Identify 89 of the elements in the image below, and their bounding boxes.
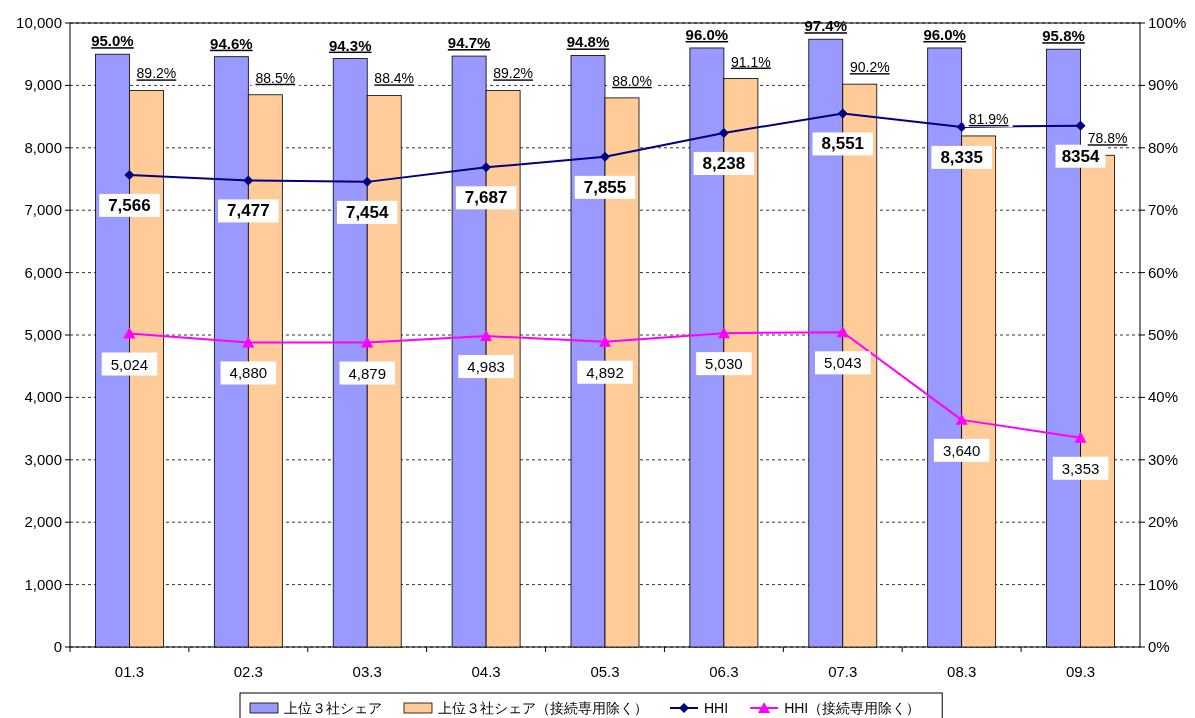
point — [717, 327, 730, 339]
y-tick-label: 0 — [53, 638, 62, 655]
data-label: 5,024 — [110, 355, 149, 373]
y-tick-label: 8,000 — [24, 138, 62, 156]
data-label: 5,043 — [824, 354, 862, 372]
point — [956, 121, 967, 132]
data-label: 4,879 — [348, 364, 386, 382]
data-label: 89.2% — [493, 65, 533, 82]
data-label: 81.9% — [968, 110, 1009, 127]
data-label: 95.0% — [91, 32, 134, 50]
data-label: 91.1% — [731, 53, 771, 70]
y2-tick-label: 80% — [1148, 138, 1179, 156]
y-tick-label: 5,000 — [24, 326, 62, 343]
legend-label: 上位３社シェア（接続専用除く） — [438, 700, 648, 716]
data-label: 88.4% — [374, 70, 415, 87]
data-label: 94.3% — [328, 36, 372, 54]
y2-tick-label: 30% — [1148, 450, 1179, 468]
y2-tick-label: 10% — [1148, 575, 1179, 593]
data-label: 8,335 — [940, 147, 983, 167]
data-label: 4,892 — [586, 363, 624, 381]
point — [243, 175, 254, 186]
y-tick-label: 2,000 — [24, 513, 62, 531]
point — [123, 327, 136, 339]
point — [124, 169, 135, 180]
point — [600, 151, 610, 162]
data-label: 4,983 — [467, 358, 505, 376]
y2-tick-label: 40% — [1148, 388, 1179, 406]
data-label: 3,640 — [942, 441, 981, 459]
data-label: 94.6% — [210, 34, 253, 52]
x-tick-label: 06.3 — [709, 663, 739, 680]
point — [1074, 431, 1087, 443]
data-label: 97.4% — [804, 17, 848, 35]
point — [361, 336, 374, 348]
y-tick-label: 9,000 — [24, 76, 62, 94]
data-label: 7,477 — [227, 201, 270, 221]
data-label: 7,687 — [464, 188, 508, 208]
point — [1075, 120, 1086, 131]
data-label: 7,566 — [108, 195, 151, 215]
x-tick-label: 05.3 — [590, 663, 620, 680]
point — [718, 127, 729, 138]
point — [955, 413, 968, 425]
data-label: 8,551 — [821, 134, 865, 154]
data-label: 88.5% — [255, 69, 296, 86]
y-tick-label: 10,000 — [16, 14, 62, 31]
y2-tick-label: 50% — [1148, 326, 1179, 343]
data-label: 96.0% — [685, 25, 729, 43]
y-tick-label: 1,000 — [24, 575, 62, 593]
y2-tick-label: 20% — [1148, 513, 1179, 531]
point — [481, 162, 492, 173]
legend-label: 上位３社シェア — [284, 700, 382, 716]
y-tick-label: 6,000 — [24, 263, 62, 281]
x-tick-label: 03.3 — [352, 663, 382, 680]
y2-tick-label: 70% — [1148, 201, 1179, 219]
y2-tick-label: 0% — [1148, 638, 1170, 655]
point — [480, 330, 493, 342]
data-label: 78.8% — [1087, 130, 1128, 147]
x-tick-label: 08.3 — [947, 663, 977, 680]
data-label: 3,353 — [1061, 459, 1100, 477]
y2-tick-label: 90% — [1148, 76, 1179, 94]
point — [837, 108, 848, 119]
x-tick-label: 04.3 — [471, 663, 501, 680]
y2-tick-label: 60% — [1148, 263, 1179, 281]
x-tick-label: 01.3 — [114, 663, 145, 680]
x-tick-label: 09.3 — [1065, 663, 1096, 680]
data-label: 96.0% — [923, 25, 966, 43]
data-label: 7,454 — [345, 202, 390, 222]
data-label: 94.8% — [566, 33, 610, 51]
data-label: 7,855 — [583, 177, 627, 197]
data-label: 8,238 — [702, 153, 746, 173]
point — [362, 176, 373, 187]
legend-label: HHI（接続専用除く） — [784, 700, 921, 716]
point — [836, 326, 849, 338]
data-label: 95.8% — [1042, 27, 1085, 45]
y-tick-label: 7,000 — [24, 201, 62, 219]
data-label: 90.2% — [849, 59, 890, 76]
y-tick-label: 4,000 — [24, 388, 62, 406]
y2-tick-label: 100% — [1148, 14, 1187, 31]
data-label: 88.0% — [612, 72, 652, 89]
data-label: 4,880 — [229, 364, 268, 382]
data-label: 5,030 — [705, 355, 743, 373]
data-label: 94.7% — [447, 34, 491, 52]
y-tick-label: 3,000 — [24, 450, 62, 468]
x-tick-label: 02.3 — [233, 663, 263, 680]
data-label: 8354 — [1061, 146, 1101, 166]
point — [599, 335, 611, 347]
x-tick-label: 07.3 — [828, 663, 858, 680]
point — [242, 336, 255, 348]
data-label: 89.2% — [136, 65, 177, 82]
legend-label: HHI — [704, 700, 729, 716]
